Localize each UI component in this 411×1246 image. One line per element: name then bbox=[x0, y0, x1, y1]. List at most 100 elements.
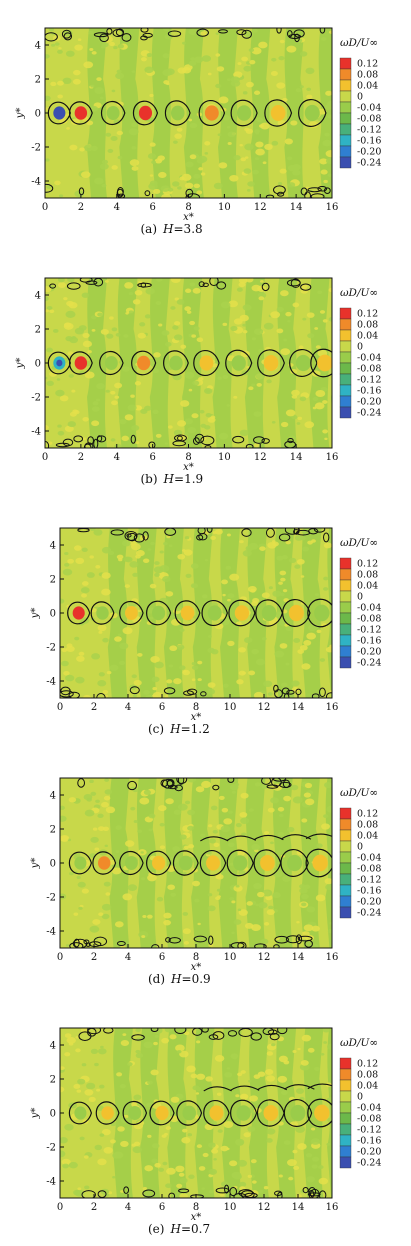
colorbar-swatch bbox=[339, 90, 352, 103]
edge-contour bbox=[173, 434, 187, 442]
wake-band bbox=[247, 528, 268, 698]
colorbar-swatch bbox=[339, 895, 352, 908]
edge-contour bbox=[278, 533, 291, 542]
speckle bbox=[325, 90, 332, 96]
x-tick-label: 0 bbox=[57, 702, 63, 713]
speckle bbox=[60, 893, 67, 900]
panel-caption: (a) H=3.8 bbox=[141, 222, 203, 236]
speckle bbox=[227, 598, 231, 602]
edge-contour bbox=[78, 187, 85, 196]
speckle bbox=[229, 896, 235, 901]
speckle bbox=[292, 169, 301, 176]
edge-contour bbox=[66, 282, 81, 290]
speckle bbox=[68, 374, 74, 378]
speckle bbox=[183, 432, 189, 436]
edge-contour bbox=[274, 1190, 283, 1197]
x-axis-label: x* bbox=[191, 962, 202, 973]
edge-contour bbox=[140, 28, 149, 33]
caption-value: =0.9 bbox=[181, 972, 211, 986]
speckle bbox=[214, 1055, 225, 1062]
vortex-contour bbox=[203, 1099, 230, 1127]
speckle bbox=[128, 310, 134, 314]
speckle bbox=[197, 660, 203, 665]
speckle bbox=[253, 691, 264, 698]
speckle bbox=[309, 943, 319, 948]
speckle bbox=[112, 1176, 116, 1179]
speckle bbox=[160, 185, 170, 192]
vortex-core bbox=[270, 105, 286, 121]
speckle bbox=[145, 694, 153, 698]
edge-contour bbox=[93, 32, 109, 38]
x-tick-label: 10 bbox=[218, 452, 231, 463]
colorbar-label: -0.04 bbox=[357, 853, 381, 864]
vortex-peak bbox=[56, 109, 63, 117]
speckle bbox=[237, 1159, 248, 1167]
speckle bbox=[235, 1094, 240, 1098]
vortex-contour bbox=[307, 598, 332, 628]
speckle bbox=[48, 28, 55, 32]
speckle bbox=[218, 358, 222, 362]
speckle bbox=[216, 888, 221, 892]
speckle bbox=[301, 530, 306, 534]
speckle bbox=[266, 1128, 276, 1135]
speckle bbox=[253, 443, 260, 448]
speckle bbox=[286, 156, 293, 161]
edge-contour bbox=[148, 441, 156, 448]
x-tick-label: 12 bbox=[254, 202, 267, 213]
speckle bbox=[94, 87, 105, 95]
vortex-core bbox=[199, 355, 214, 371]
speckle bbox=[307, 1047, 315, 1053]
speckle bbox=[294, 535, 303, 541]
wake-band bbox=[325, 778, 332, 948]
panel-caption: (e) H=0.7 bbox=[148, 1222, 210, 1236]
vortex-core bbox=[287, 854, 303, 872]
speckle bbox=[329, 921, 332, 925]
edge-contour bbox=[133, 533, 145, 543]
edge-contour bbox=[304, 191, 312, 198]
wake-band bbox=[192, 528, 213, 698]
speckle bbox=[151, 1158, 158, 1164]
vortex-contour bbox=[149, 1100, 175, 1126]
speckle bbox=[131, 165, 139, 171]
y-axis-label: y* bbox=[30, 1108, 41, 1120]
speckle bbox=[202, 1152, 209, 1158]
speckle bbox=[90, 791, 97, 796]
speckle bbox=[260, 122, 270, 130]
edge-contour bbox=[127, 532, 137, 542]
speckle bbox=[294, 564, 301, 569]
speckle bbox=[102, 637, 109, 643]
speckle bbox=[177, 803, 188, 811]
speckle bbox=[205, 389, 211, 393]
speckle bbox=[50, 81, 57, 87]
speckle bbox=[310, 1138, 321, 1145]
speckle bbox=[101, 183, 107, 188]
speckle bbox=[226, 404, 231, 407]
speckle bbox=[199, 409, 205, 414]
vortex-core bbox=[236, 105, 252, 121]
colorbar-swatch bbox=[339, 579, 352, 592]
speckle bbox=[106, 333, 114, 339]
colorbar-swatch bbox=[339, 1156, 352, 1169]
x-tick-label: 10 bbox=[218, 202, 231, 213]
vortex-contour bbox=[119, 850, 144, 876]
x-tick-label: 0 bbox=[42, 452, 48, 463]
speckle bbox=[81, 547, 88, 552]
speckle bbox=[249, 1095, 258, 1102]
speckle bbox=[69, 872, 74, 876]
speckle bbox=[251, 843, 261, 851]
speckle bbox=[80, 587, 90, 594]
edge-contour bbox=[232, 435, 245, 444]
edge-contour bbox=[49, 283, 57, 289]
edge-contour bbox=[97, 1190, 107, 1198]
edge-contour bbox=[250, 1032, 262, 1041]
colorbar-label: 0 bbox=[357, 342, 363, 353]
colorbar-label: 0.04 bbox=[357, 581, 378, 592]
speckle bbox=[291, 389, 300, 396]
speckle bbox=[148, 182, 158, 190]
speckle bbox=[266, 1138, 273, 1143]
edge-contour bbox=[229, 1187, 238, 1197]
speckle bbox=[279, 39, 285, 44]
edge-contour bbox=[269, 1033, 280, 1041]
speckle bbox=[278, 813, 284, 818]
speckle bbox=[115, 333, 121, 337]
